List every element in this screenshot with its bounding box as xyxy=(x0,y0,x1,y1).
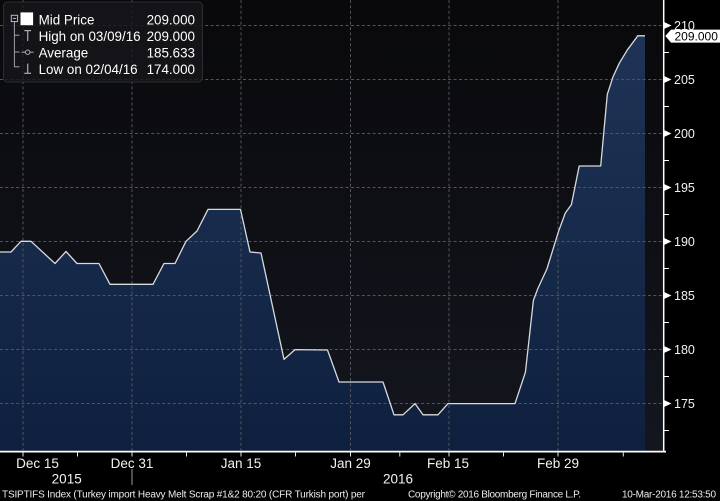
svg-text:185: 185 xyxy=(674,289,695,303)
svg-text:Dec 31: Dec 31 xyxy=(111,456,154,471)
svg-text:200: 200 xyxy=(674,127,695,141)
svg-text:10-Mar-2016 12:53:50: 10-Mar-2016 12:53:50 xyxy=(622,490,716,501)
svg-text:Average: Average xyxy=(39,46,89,61)
svg-text:Copyright© 2016 Bloomberg Fina: Copyright© 2016 Bloomberg Finance L.P. xyxy=(408,490,581,501)
svg-text:205: 205 xyxy=(674,73,695,87)
svg-text:Jan 15: Jan 15 xyxy=(221,456,262,471)
svg-text:TSIPTIFS Index (Turkey import: TSIPTIFS Index (Turkey import Heavy Melt… xyxy=(2,490,366,501)
svg-text:180: 180 xyxy=(674,343,695,357)
svg-text:Dec 15: Dec 15 xyxy=(16,456,59,471)
svg-text:Jan 29: Jan 29 xyxy=(330,456,371,471)
svg-text:Mid Price: Mid Price xyxy=(39,13,95,28)
svg-text:185.633: 185.633 xyxy=(147,46,195,61)
svg-text:Feb 15: Feb 15 xyxy=(427,456,469,471)
svg-text:174.000: 174.000 xyxy=(147,62,195,77)
svg-text:2015: 2015 xyxy=(52,472,82,487)
svg-text:Feb 29: Feb 29 xyxy=(537,456,579,471)
svg-text:High on 03/09/16: High on 03/09/16 xyxy=(39,29,141,44)
svg-text:209.000: 209.000 xyxy=(147,13,195,28)
svg-text:210: 210 xyxy=(674,19,695,33)
svg-text:2016: 2016 xyxy=(383,472,413,487)
svg-text:190: 190 xyxy=(674,235,695,249)
svg-text:209.000: 209.000 xyxy=(147,29,195,44)
svg-text:Low on 02/04/16: Low on 02/04/16 xyxy=(39,62,138,77)
svg-text:175: 175 xyxy=(674,397,695,411)
svg-text:195: 195 xyxy=(674,181,695,195)
svg-text:209.000: 209.000 xyxy=(675,30,719,44)
